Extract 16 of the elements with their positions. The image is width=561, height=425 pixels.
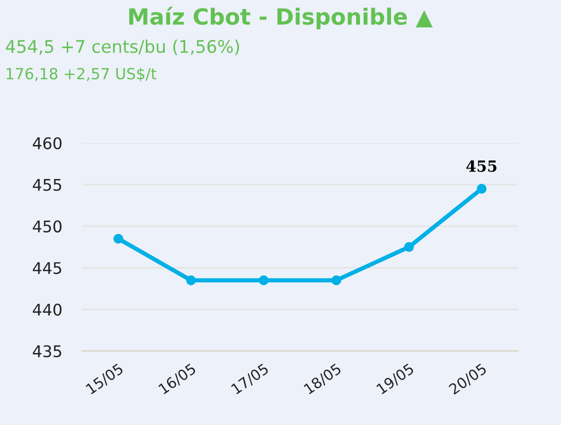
y-tick-label: 435 <box>32 345 62 358</box>
text: 176,18 +2,57 US$/t <box>6 68 156 82</box>
point <box>404 242 414 252</box>
point <box>476 184 487 194</box>
data-label: 455 <box>466 160 496 172</box>
point <box>258 275 269 286</box>
chart-title: Maíz Cbot - Disponible ▲ <box>129 6 433 30</box>
y-tick-label: 455 <box>32 179 62 191</box>
point <box>186 275 196 286</box>
y-tick-label: 440 <box>32 304 62 316</box>
y-tick-label: 450 <box>32 220 62 232</box>
y-tick-label: 445 <box>32 262 62 274</box>
y-tick-label: 460 <box>32 137 62 150</box>
chart-subtitle: 454,5 +7 cents/bu (1,56%) <box>6 40 240 56</box>
point <box>113 234 124 244</box>
point <box>331 275 342 286</box>
